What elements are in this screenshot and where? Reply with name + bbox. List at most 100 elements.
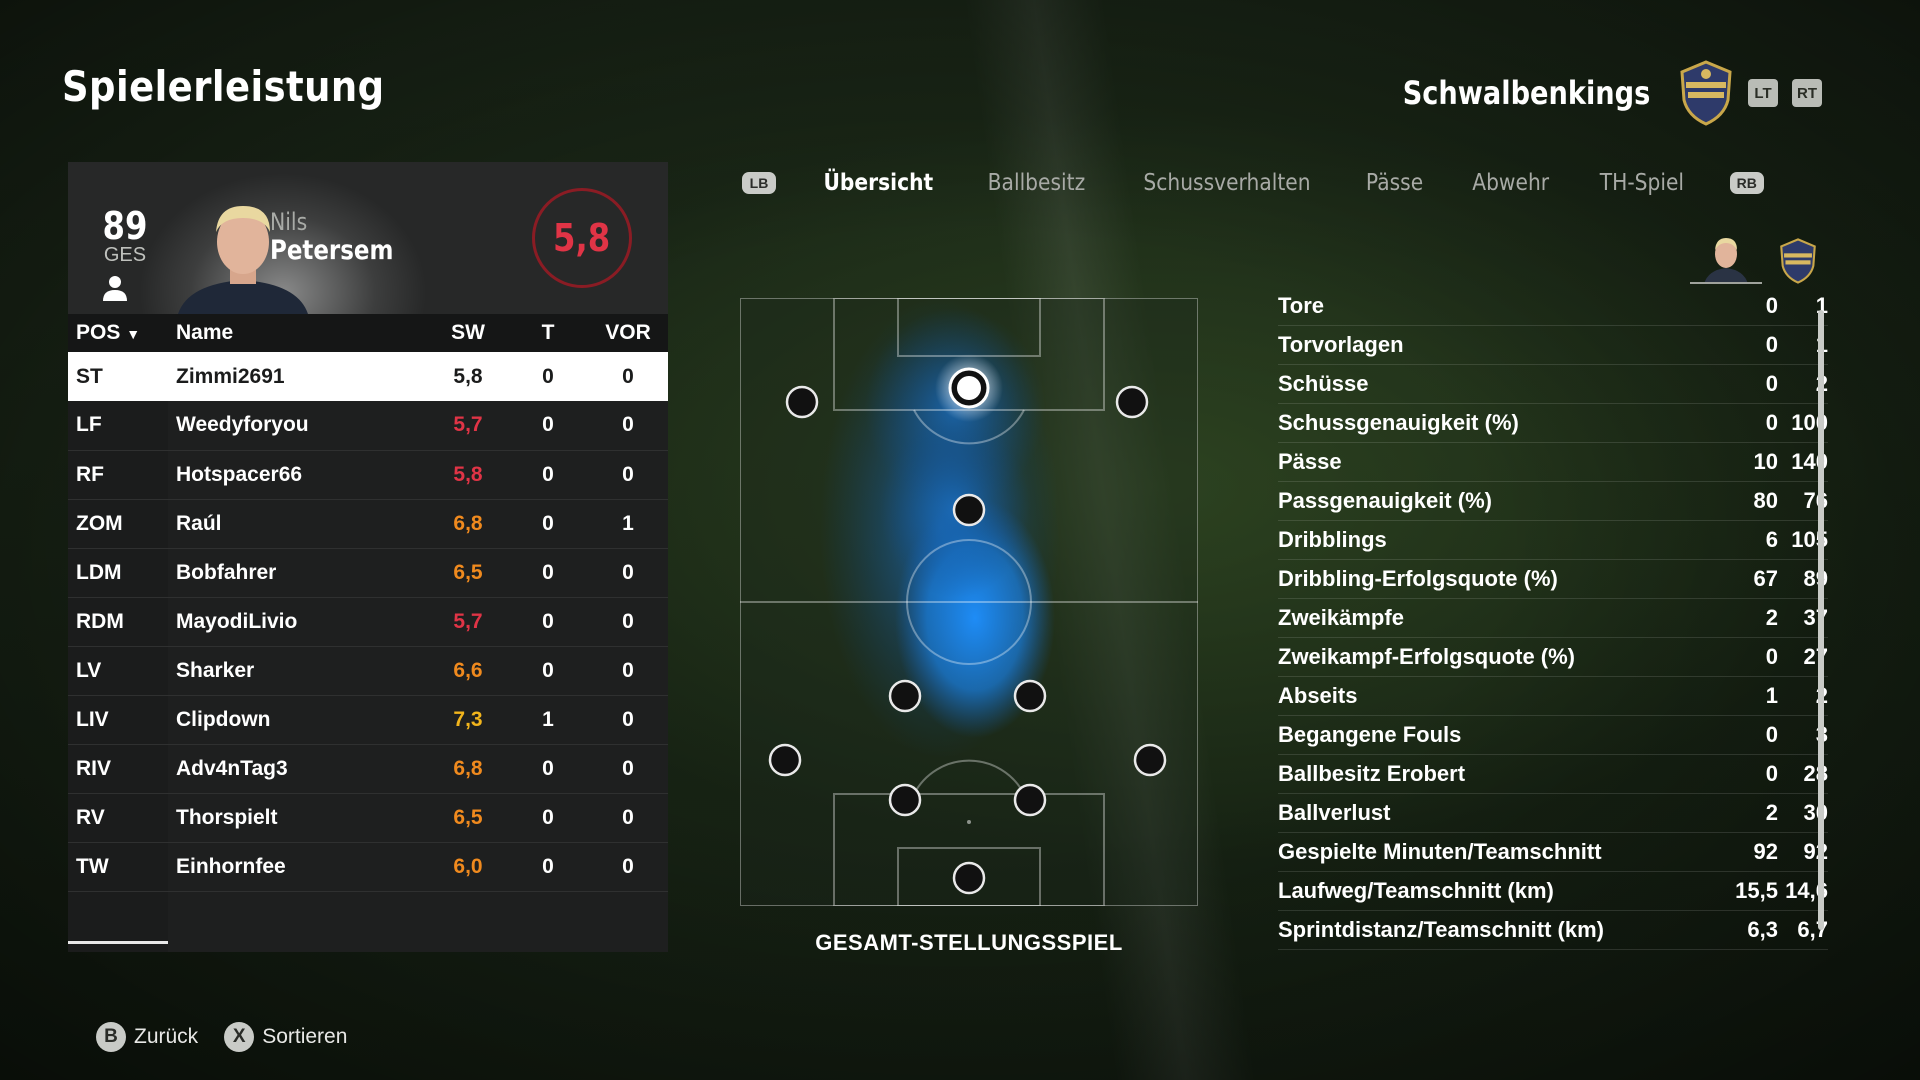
tab-paesse[interactable]: Pässe — [1365, 170, 1423, 196]
player-assists-cell: 0 — [588, 597, 668, 647]
tab-uebersicht[interactable]: Übersicht — [823, 170, 934, 196]
player-rating-cell: 6,6 — [428, 646, 508, 696]
stat-player-value: 92 — [1753, 839, 1778, 864]
player-rating-cell: 7,3 — [428, 695, 508, 745]
player-goals-cell: 0 — [508, 744, 588, 794]
table-row[interactable]: ST Zimmi2691 5,8 0 0 — [68, 352, 668, 401]
player-name-cell: MayodiLivio — [168, 597, 428, 647]
column-header-vor[interactable]: VOR — [588, 314, 668, 352]
player-pos: RV — [68, 793, 168, 843]
player-goals-cell: 0 — [508, 450, 588, 500]
lb-button[interactable]: LB — [742, 172, 776, 194]
player-table: POS ▼ Name SW T VOR ST Zimmi2691 5,8 0 0 LF We… — [68, 314, 668, 892]
position-marker-zom — [952, 493, 986, 527]
stat-row: Abseits12 — [1278, 677, 1828, 716]
lt-button[interactable]: LT — [1748, 79, 1778, 107]
player-rating-cell: 6,8 — [428, 499, 508, 549]
stat-player-value: 0 — [1765, 371, 1778, 396]
player-pos: LIV — [68, 695, 168, 745]
table-row[interactable]: RIV Adv4nTag3 6,8 0 0 — [68, 744, 668, 794]
table-row[interactable]: LDM Bobfahrer 6,5 0 0 — [68, 548, 668, 598]
team-header: Schwalbenkings LT RT — [1359, 60, 1822, 126]
player-assists-cell: 0 — [588, 450, 668, 500]
stat-label: Pässe — [1278, 449, 1342, 474]
table-row[interactable]: RV Thorspielt 6,5 0 0 — [68, 793, 668, 843]
stat-label: Abseits — [1278, 683, 1358, 708]
table-row[interactable]: RDM MayodiLivio 5,7 0 0 — [68, 597, 668, 647]
player-goals-cell: 0 — [508, 597, 588, 647]
table-row[interactable]: LV Sharker 6,6 0 0 — [68, 646, 668, 696]
table-row[interactable]: ZOM Raúl 6,8 0 1 — [68, 499, 668, 549]
player-rating-cell: 6,8 — [428, 744, 508, 794]
stat-player-value: 1 — [1765, 683, 1778, 708]
stat-row: Laufweg/Teamschnitt (km) 15,5 14,6 — [1278, 872, 1828, 911]
player-goals-cell: 0 — [508, 842, 588, 892]
stats-column-icons — [1690, 232, 1825, 288]
stats-list: Tore01Torvorlagen01Schüsse02Schussgenaui… — [1278, 287, 1828, 950]
player-pos: LV — [68, 646, 168, 696]
table-row[interactable]: RF Hotspacer66 5,8 0 0 — [68, 450, 668, 500]
table-row[interactable]: LIV Clipdown 7,3 1 0 — [68, 695, 668, 745]
tab-th-spiel[interactable]: TH-Spiel — [1599, 170, 1684, 196]
stat-label: Zweikämpfe — [1278, 605, 1404, 630]
stat-player-value: 0 — [1765, 761, 1778, 786]
position-marker-riv — [1013, 783, 1047, 817]
player-rating-cell: 5,7 — [428, 401, 508, 451]
overall-rating: 89 GES — [92, 204, 158, 265]
position-marker-rv — [1133, 743, 1167, 777]
player-rating-cell: 6,5 — [428, 548, 508, 598]
stat-player-value: 6 — [1765, 527, 1778, 552]
stat-row: Passgenauigkeit (%) 80 76 — [1278, 482, 1828, 521]
stat-row: Dribbling-Erfolgsquote (%) 67 89 — [1278, 560, 1828, 599]
stat-label: Schussgenauigkeit (%) — [1278, 410, 1519, 435]
stat-row: Torvorlagen01 — [1278, 326, 1828, 365]
position-marker-ldm — [888, 679, 922, 713]
player-pos: RF — [68, 450, 168, 500]
player-goals-cell: 0 — [508, 352, 588, 401]
column-header-pos[interactable]: POS ▼ — [68, 314, 168, 352]
column-header-sw[interactable]: SW — [428, 314, 508, 352]
back-button[interactable]: B Zurück — [96, 1022, 198, 1052]
player-goals-cell: 1 — [508, 695, 588, 745]
stat-player-value: 10 — [1753, 449, 1778, 474]
player-name-cell: Zimmi2691 — [168, 352, 428, 401]
player-last-name: Petersem — [270, 235, 394, 266]
stat-row: Ballverlust 2 30 — [1278, 794, 1828, 833]
rb-button[interactable]: RB — [1729, 172, 1764, 194]
player-rating-cell: 6,0 — [428, 842, 508, 892]
player-goals-cell: 0 — [508, 646, 588, 696]
player-name-cell: Clipdown — [168, 695, 428, 745]
stat-player-value: 0 — [1765, 644, 1778, 669]
heatmap-label: GESAMT-STELLUNGSSPIEL — [815, 930, 1123, 955]
stat-label: Sprintdistanz/Teamschnitt (km) — [1278, 917, 1604, 942]
stats-scrollbar[interactable] — [1818, 310, 1824, 930]
position-marker-liv — [888, 783, 922, 817]
column-header-t[interactable]: T — [508, 314, 588, 352]
stat-row: Zweikampf-Erfolgsquote (%) 0 27 — [1278, 638, 1828, 677]
stat-label: Laufweg/Teamschnitt (km) — [1278, 878, 1554, 903]
tab-abwehr[interactable]: Abwehr — [1471, 170, 1549, 196]
player-positions — [768, 385, 1167, 895]
player-name: Nils Petersem — [270, 208, 415, 266]
player-assists-cell: 0 — [588, 646, 668, 696]
column-header-name[interactable]: Name — [168, 314, 428, 352]
sort-button[interactable]: X Sortieren — [224, 1022, 347, 1052]
stat-player-value: 67 — [1753, 566, 1778, 591]
player-assists-cell: 0 — [588, 401, 668, 451]
stat-player-value: 2 — [1765, 800, 1778, 825]
tab-schussverhalten[interactable]: Schussverhalten — [1142, 170, 1311, 196]
stat-label: Ballverlust — [1278, 800, 1391, 825]
overall-value: 89 — [102, 204, 148, 248]
match-rating-value: 5,8 — [553, 216, 611, 260]
player-name-cell: Adv4nTag3 — [168, 744, 428, 794]
table-row[interactable]: LF Weedyforyou 5,7 0 0 — [68, 401, 668, 451]
rt-button[interactable]: RT — [1792, 79, 1822, 107]
tab-ballbesitz[interactable]: Ballbesitz — [987, 170, 1085, 196]
stats-tabs: LB Übersicht Ballbesitz Schussverhalten … — [742, 170, 1764, 196]
selected-player-card: 89 GES Nils Petersem 5,8 — [68, 162, 668, 314]
table-row[interactable]: TW Einhornfee 6,0 0 0 — [68, 842, 668, 892]
page-title: Spielerleistung — [62, 62, 385, 111]
stat-row: Sprintdistanz/Teamschnitt (km) 6,3 6,7 — [1278, 911, 1828, 950]
stat-label: Ballbesitz Erobert — [1278, 761, 1466, 786]
player-pos: LF — [68, 401, 168, 451]
